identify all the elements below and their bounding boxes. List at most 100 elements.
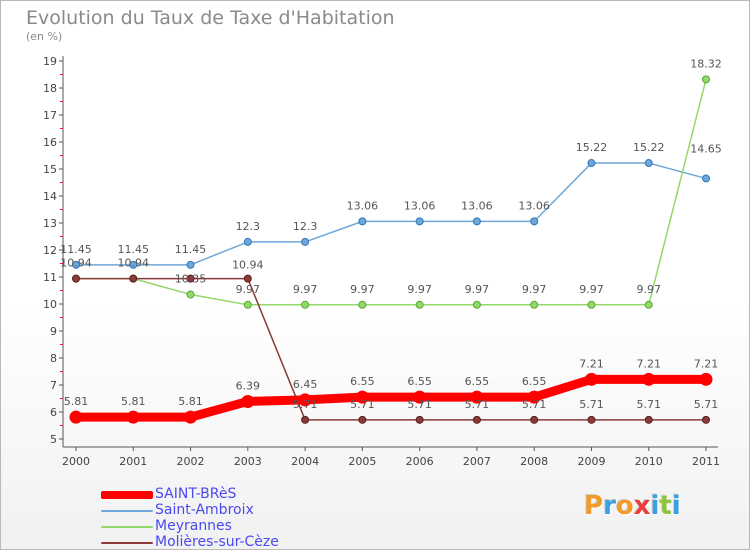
data-point: [186, 260, 195, 269]
y-tick-label: 9: [50, 325, 57, 338]
data-label: 11.45: [175, 243, 207, 256]
y-tick-label: 6: [50, 406, 57, 419]
data-point: [72, 274, 80, 283]
data-point: [527, 390, 541, 404]
legend-swatch: [101, 542, 153, 544]
data-label: 5.71: [522, 398, 547, 411]
legend-swatch: [101, 526, 153, 528]
data-point: [301, 300, 310, 309]
logo-letter: o: [615, 491, 634, 521]
data-label: 9.97: [350, 283, 375, 296]
x-tick-label: 2004: [291, 455, 319, 468]
data-point: [644, 300, 653, 309]
data-label: 5.71: [579, 398, 604, 411]
legend-label: Saint-Ambroix: [155, 502, 254, 518]
logo-letter: x: [633, 491, 651, 521]
data-label: 9.97: [236, 283, 261, 296]
data-label: 9.97: [636, 283, 661, 296]
data-label: 9.97: [407, 283, 432, 296]
data-point: [587, 300, 596, 309]
data-label: 5.71: [465, 398, 490, 411]
logo-letter: r: [603, 491, 616, 521]
data-point: [298, 393, 312, 407]
data-label: 6.55: [465, 375, 490, 388]
data-point: [530, 415, 539, 424]
data-label: 12.3: [236, 220, 261, 233]
logo-letter: i: [671, 491, 681, 521]
chart-title: Evolution du Taux de Taxe d'Habitation: [26, 7, 395, 29]
data-point: [470, 390, 484, 404]
data-label: 9.97: [579, 283, 604, 296]
data-label: 11.45: [60, 243, 92, 256]
y-tick-label: 10: [43, 298, 57, 311]
data-point: [642, 372, 656, 386]
series-line: [75, 78, 707, 306]
data-point: [702, 415, 710, 424]
data-point: [530, 217, 539, 226]
data-label: 5.71: [694, 398, 719, 411]
data-label: 13.06: [518, 199, 550, 212]
data-label: 5.71: [636, 398, 661, 411]
data-point: [184, 410, 198, 424]
data-point: [415, 217, 424, 226]
data-label: 12.3: [293, 220, 318, 233]
y-tick-label: 5: [50, 433, 57, 446]
data-point: [301, 415, 310, 424]
data-point: [587, 159, 596, 168]
y-tick-label: 14: [43, 190, 57, 203]
data-point: [72, 260, 80, 269]
y-tick-label: 18: [43, 82, 57, 95]
data-label: 14.65: [690, 142, 722, 155]
data-point: [413, 390, 427, 404]
data-label: 11.45: [118, 243, 150, 256]
data-point: [301, 237, 310, 246]
data-point: [186, 274, 195, 283]
data-point: [699, 372, 713, 386]
y-tick-label: 17: [43, 109, 57, 122]
x-tick-label: 2001: [119, 455, 147, 468]
x-tick-label: 2000: [62, 455, 90, 468]
data-label: 5.71: [407, 398, 432, 411]
data-label: 10.94: [118, 257, 150, 270]
chart-unit-label: (en %): [26, 30, 63, 43]
data-label: 18.32: [690, 57, 722, 70]
logo-letter: P: [584, 491, 604, 521]
data-point: [243, 300, 252, 309]
data-label: 5.81: [121, 395, 146, 408]
y-tick-label: 13: [43, 217, 57, 230]
x-tick-label: 2003: [234, 455, 262, 468]
series-line: [75, 162, 707, 266]
x-tick-label: 2002: [177, 455, 205, 468]
y-tick-label: 12: [43, 244, 57, 257]
data-label: 9.97: [465, 283, 490, 296]
logo-letter: t: [659, 491, 672, 521]
data-point: [644, 159, 653, 168]
data-point: [186, 290, 195, 299]
data-label: 13.06: [347, 199, 379, 212]
data-point: [472, 217, 481, 226]
data-point: [472, 300, 481, 309]
data-label: 7.21: [579, 357, 604, 370]
data-label: 5.81: [64, 395, 89, 408]
data-label: 6.55: [522, 375, 547, 388]
data-point: [587, 415, 596, 424]
legend-label: Molières-sur-Cèze: [155, 534, 279, 550]
data-point: [415, 415, 424, 424]
data-label: 10.94: [232, 259, 264, 272]
data-label: 10.35: [175, 273, 207, 286]
data-label: 15.22: [633, 141, 665, 154]
data-label: 6.55: [407, 375, 432, 388]
data-label: 6.55: [350, 375, 375, 388]
data-point: [355, 390, 369, 404]
data-label: 6.39: [236, 379, 261, 392]
data-point: [584, 372, 598, 386]
data-label: 9.97: [522, 283, 547, 296]
data-point: [129, 274, 138, 283]
data-point: [243, 274, 252, 283]
data-label: 9.97: [293, 283, 318, 296]
x-tick-label: 2006: [406, 455, 434, 468]
data-label: 15.22: [576, 141, 608, 154]
data-label: 7.21: [694, 357, 719, 370]
